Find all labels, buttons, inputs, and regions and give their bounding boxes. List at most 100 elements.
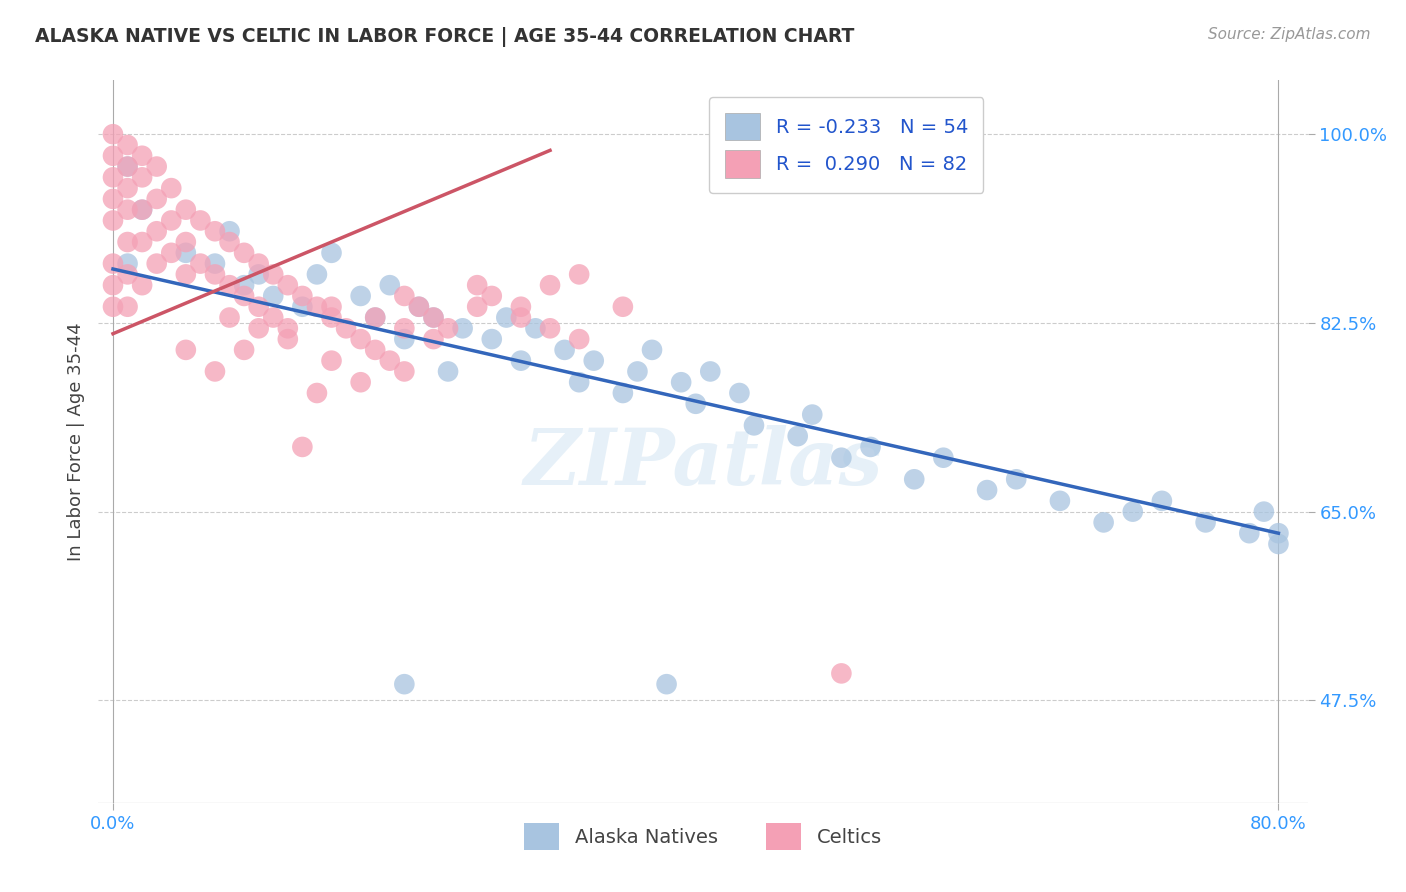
Point — [364, 343, 387, 357]
Point — [305, 268, 328, 282]
Point — [145, 224, 167, 238]
Point — [291, 440, 314, 454]
Point — [626, 364, 648, 378]
Point — [451, 321, 474, 335]
Point — [422, 310, 444, 325]
Point — [321, 245, 343, 260]
Point — [830, 666, 852, 681]
Point — [394, 364, 416, 378]
Point — [204, 224, 226, 238]
Point — [903, 472, 925, 486]
Point — [233, 278, 256, 293]
Point — [101, 213, 124, 227]
Point — [174, 343, 197, 357]
Point — [481, 332, 503, 346]
Point — [509, 353, 531, 368]
Point — [117, 160, 139, 174]
Point — [364, 310, 387, 325]
Text: Source: ZipAtlas.com: Source: ZipAtlas.com — [1208, 27, 1371, 42]
Point — [786, 429, 808, 443]
Point — [305, 386, 328, 401]
Point — [117, 202, 139, 217]
Point — [568, 332, 591, 346]
Point — [174, 202, 197, 217]
Point — [538, 278, 561, 293]
Point — [247, 300, 270, 314]
Point — [350, 332, 373, 346]
Point — [247, 321, 270, 335]
Y-axis label: In Labor Force | Age 35-44: In Labor Force | Age 35-44 — [66, 322, 84, 561]
Point — [394, 677, 416, 691]
Point — [117, 300, 139, 314]
Point — [394, 332, 416, 346]
Point — [538, 321, 561, 335]
Point — [1092, 516, 1115, 530]
Point — [117, 235, 139, 249]
Point — [728, 386, 751, 401]
Point — [655, 677, 678, 691]
Point — [1049, 493, 1071, 508]
Point — [247, 257, 270, 271]
Point — [350, 376, 373, 390]
Point — [321, 353, 343, 368]
Point — [131, 202, 153, 217]
Point — [1194, 516, 1216, 530]
Point — [160, 213, 183, 227]
Point — [859, 440, 882, 454]
Point — [641, 343, 664, 357]
Point — [524, 321, 547, 335]
Point — [582, 353, 605, 368]
Point — [218, 278, 240, 293]
Point — [437, 364, 460, 378]
Point — [145, 160, 167, 174]
Point — [160, 181, 183, 195]
Point — [101, 300, 124, 314]
Point — [742, 418, 765, 433]
Point — [465, 278, 488, 293]
Point — [101, 257, 124, 271]
Point — [262, 268, 284, 282]
Point — [131, 278, 153, 293]
Point — [437, 321, 460, 335]
Point — [321, 310, 343, 325]
Point — [408, 300, 430, 314]
Point — [204, 364, 226, 378]
Point — [378, 278, 401, 293]
Point — [101, 127, 124, 141]
Point — [394, 289, 416, 303]
Point — [350, 289, 373, 303]
Point — [131, 235, 153, 249]
Point — [932, 450, 955, 465]
Point — [204, 257, 226, 271]
Point — [277, 321, 299, 335]
Point — [291, 289, 314, 303]
Legend: Alaska Natives, Celtics: Alaska Natives, Celtics — [516, 815, 890, 858]
Point — [117, 138, 139, 153]
Point — [101, 192, 124, 206]
Point — [378, 353, 401, 368]
Point — [145, 257, 167, 271]
Text: ALASKA NATIVE VS CELTIC IN LABOR FORCE | AGE 35-44 CORRELATION CHART: ALASKA NATIVE VS CELTIC IN LABOR FORCE |… — [35, 27, 855, 46]
Point — [1267, 537, 1289, 551]
Point — [218, 224, 240, 238]
Point — [408, 300, 430, 314]
Point — [509, 310, 531, 325]
Point — [262, 310, 284, 325]
Point — [1122, 505, 1144, 519]
Point — [495, 310, 517, 325]
Point — [1253, 505, 1275, 519]
Point — [204, 268, 226, 282]
Point — [291, 300, 314, 314]
Point — [247, 268, 270, 282]
Point — [190, 257, 212, 271]
Point — [554, 343, 576, 357]
Point — [422, 310, 444, 325]
Point — [117, 268, 139, 282]
Point — [218, 310, 240, 325]
Point — [131, 202, 153, 217]
Point — [509, 300, 531, 314]
Point — [321, 300, 343, 314]
Point — [174, 245, 197, 260]
Point — [1239, 526, 1261, 541]
Text: ZIPatlas: ZIPatlas — [523, 425, 883, 501]
